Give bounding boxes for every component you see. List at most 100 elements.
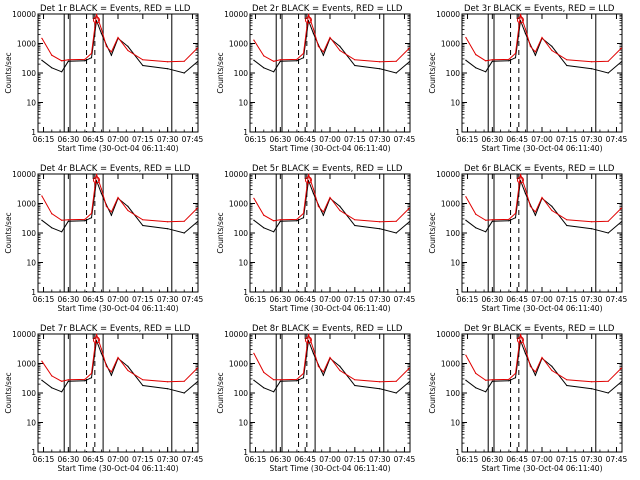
series-line-events (41, 340, 198, 394)
series-point-events (339, 205, 341, 207)
x-tick-label: 07:45 (394, 455, 416, 464)
y-tick-label: 10000 (436, 170, 460, 179)
series-point-events (379, 388, 381, 390)
series-point-lld (183, 60, 185, 62)
y-tick-label: 100 (234, 69, 249, 78)
series-point-events (296, 60, 298, 62)
series-point-lld (541, 196, 543, 199)
x-tick-label: 06:45 (294, 135, 316, 144)
series-point-lld (566, 59, 568, 61)
plot-frame (461, 173, 623, 293)
series-point-events (127, 205, 129, 207)
series-point-lld (551, 209, 553, 212)
panel-det-7: Det 7r BLACK = Events, RED = LLD 1 10 100 10… (4, 324, 204, 473)
series-point-lld (61, 380, 63, 382)
series-point-events (465, 219, 467, 221)
series-point-lld (167, 221, 169, 223)
x-tick-label: 06:45 (506, 455, 528, 464)
series-point-lld (302, 52, 305, 55)
y-tick-label: 10 (26, 99, 36, 108)
series-point-lld (508, 218, 510, 220)
series-point-events (100, 32, 103, 34)
series-point-events (465, 379, 467, 381)
y-axis-label: Counts/sec (428, 52, 437, 93)
series-point-events (273, 231, 275, 233)
peak-marker (516, 336, 524, 344)
series-point-lld (551, 369, 553, 372)
series-point-events (279, 60, 281, 62)
peak-marker (92, 176, 100, 184)
series-point-events (253, 59, 255, 61)
series-point-lld (354, 219, 356, 221)
y-tick-label: 10 (238, 259, 248, 268)
series-point-events (263, 227, 265, 229)
series-point-lld (302, 212, 305, 215)
y-tick-label: 1 (455, 448, 460, 457)
series-point-events (485, 71, 487, 73)
y-tick-label: 1 (243, 288, 248, 297)
series-point-lld (263, 55, 265, 57)
series-point-lld (465, 36, 467, 39)
y-tick-label: 10000 (436, 10, 460, 19)
y-tick-label: 100 (22, 389, 37, 398)
series-point-lld (302, 372, 305, 375)
series-point-events (142, 64, 144, 67)
y-tick-label: 10000 (224, 10, 248, 19)
series-point-events (475, 67, 477, 69)
series-point-events (534, 54, 536, 56)
x-tick-label: 06:15 (457, 135, 479, 144)
panel-title: Det 5r BLACK = Events, RED = LLD (252, 164, 403, 174)
y-axis-label: Counts/sec (4, 372, 13, 413)
plot-frame (249, 173, 411, 293)
series-point-lld (529, 205, 532, 207)
x-tick-label: 07:45 (182, 295, 204, 304)
y-tick-label: 1000 (229, 40, 248, 49)
panel-det-5: Det 5r BLACK = Events, RED = LLD 1 10 100 10… (216, 164, 416, 313)
series-point-events (41, 59, 43, 61)
y-tick-label: 100 (446, 229, 461, 238)
series-point-events (296, 220, 298, 222)
series-point-lld (465, 196, 467, 198)
x-tick-label: 06:30 (58, 135, 80, 144)
series-point-lld (379, 381, 381, 383)
series-point-lld (534, 371, 536, 373)
series-point-lld (95, 13, 98, 15)
series-point-lld (307, 173, 310, 175)
x-tick-label: 06:45 (294, 455, 316, 464)
series-point-lld (620, 47, 623, 49)
series-point-events (100, 192, 103, 194)
series-point-lld (183, 220, 185, 222)
series-point-lld (591, 221, 593, 223)
series-point-lld (279, 219, 281, 221)
series-line-events (253, 180, 410, 234)
series-point-events (127, 45, 129, 47)
series-point-lld (317, 45, 320, 47)
series-point-events (263, 67, 265, 69)
x-tick-label: 06:15 (245, 455, 267, 464)
series-point-lld (354, 379, 356, 381)
series-point-lld (529, 45, 532, 47)
series-point-events (514, 217, 517, 219)
x-tick-label: 06:45 (506, 135, 528, 144)
series-point-lld (551, 49, 553, 52)
series-point-events (110, 214, 112, 216)
series-point-events (90, 217, 93, 219)
series-point-lld (339, 369, 341, 372)
series-point-lld (408, 207, 411, 209)
series-point-lld (312, 28, 315, 30)
series-point-lld (142, 219, 144, 221)
series-point-lld (317, 365, 320, 367)
y-axis-label: Counts/sec (216, 372, 225, 413)
series-point-events (379, 228, 381, 230)
x-tick-label: 07:45 (606, 455, 628, 464)
series-point-lld (51, 375, 53, 377)
series-point-events (620, 221, 623, 223)
x-tick-label: 07:30 (581, 455, 603, 464)
series-point-lld (395, 60, 397, 62)
series-point-events (110, 374, 112, 376)
x-tick-label: 06:15 (245, 295, 267, 304)
y-tick-label: 10000 (224, 330, 248, 339)
y-tick-label: 1 (243, 448, 248, 457)
series-point-events (279, 220, 281, 222)
panel-title: Det 2r BLACK = Events, RED = LLD (252, 4, 403, 14)
